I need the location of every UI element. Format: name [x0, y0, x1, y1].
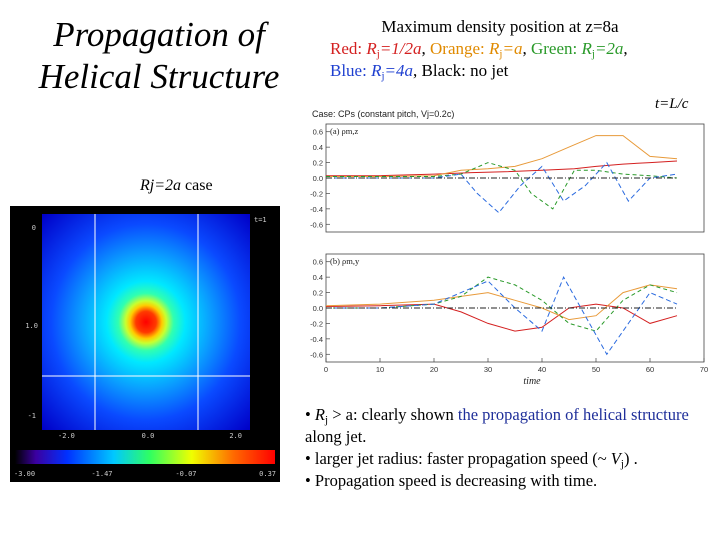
line-chart: Case: CPs (constant pitch, Vj=0.2c) 0.6 0…: [310, 109, 708, 386]
y-tick-label: -0.6: [310, 220, 323, 229]
y-tick-label: 0.0: [313, 174, 323, 183]
series-line: [326, 135, 678, 177]
x-tick-label: 70: [700, 365, 708, 374]
x-tick-label: 0: [324, 365, 328, 374]
x-tick-label: 0.0: [142, 432, 155, 440]
max-density-heading: Maximum density position at z=8a: [381, 17, 619, 36]
y-tick-label: -1: [28, 412, 36, 420]
time-corner-label: t=1: [254, 216, 267, 224]
y-tick-label: 0.0: [313, 304, 323, 313]
chart-caption: Case: CPs (constant pitch, Vj=0.2c): [312, 109, 454, 119]
case-label: Rj=2a case: [140, 177, 213, 194]
legend-description: Maximum density position at z=8a Red: Rj…: [330, 16, 720, 82]
time-label: t=L/c: [655, 96, 689, 112]
bullet-1: • Rj > a: clearly shown the propagation …: [305, 405, 689, 446]
x-tick-label: 40: [538, 365, 546, 374]
y-tick-label: -0.4: [310, 205, 323, 214]
title-line-2: Helical Structure: [38, 57, 280, 96]
series-line: [326, 162, 678, 210]
y-tick-label: 0.2: [313, 159, 323, 168]
y-tick-label: -0.6: [310, 350, 323, 359]
colorbar-tick: -3.00: [14, 470, 35, 478]
y-tick-label: -0.2: [310, 189, 323, 198]
panel-label: (a) ρm,z: [330, 126, 359, 136]
x-tick-label: 30: [484, 365, 492, 374]
slide-title: Propagation of Helical Structure: [0, 14, 318, 98]
x-tick-label: -2.0: [58, 432, 75, 440]
y-tick-label: 0.2: [313, 289, 323, 298]
series-line: [326, 160, 678, 177]
black-key: Black: no jet: [421, 61, 509, 80]
y-tick-label: 0.6: [313, 128, 323, 137]
series-line: [325, 284, 678, 321]
y-tick-label: 1.0: [25, 322, 38, 330]
bullet-3: • Propagation speed is decreasing with t…: [305, 471, 598, 490]
colorbar-tick: 0.37: [259, 470, 276, 478]
y-tick-label: -0.4: [310, 335, 323, 344]
y-tick-label: 0: [32, 224, 36, 232]
x-tick-label: 60: [646, 365, 654, 374]
panel-label: (b) ρm,y: [330, 256, 360, 266]
y-tick-label: 0.4: [313, 143, 323, 152]
bullet-2: • larger jet radius: faster propagation …: [305, 449, 638, 470]
colorbar-tick: -0.07: [175, 470, 196, 478]
x-tick-label: 2.0: [229, 432, 242, 440]
blue-key: Blue: Rj=4a: [330, 61, 414, 82]
title-line-1: Propagation of: [53, 15, 265, 54]
color-key-line-1: Red: Rj=1/2a, Orange: Rj=a, Green: Rj=2a…: [330, 39, 628, 60]
red-key: Red: Rj=1/2a: [330, 39, 422, 60]
orange-key: Orange: Rj=a: [430, 39, 523, 60]
x-tick-label: 20: [430, 365, 438, 374]
bullet-list: • Rj > a: clearly shown the propagation …: [305, 404, 715, 492]
green-key: Green: Rj=2a: [530, 39, 624, 60]
series-line: [326, 275, 678, 356]
x-axis-label: time: [523, 376, 541, 386]
x-tick-label: 50: [592, 365, 600, 374]
y-tick-label: 0.6: [313, 258, 323, 267]
colorbar: [15, 450, 275, 464]
y-tick-label: 0.4: [313, 273, 323, 282]
density-field: [42, 214, 250, 430]
series-line: [326, 161, 678, 214]
y-tick-label: -0.2: [310, 319, 323, 328]
colorbar-tick: -1.47: [91, 470, 112, 478]
density-heatmap: t=1 0 1.0 -1 -2.0 0.0 2.0 -3.00 -1.47 -0…: [10, 206, 280, 482]
color-key-line-2: Blue: Rj=4a, Black: no jet: [330, 61, 509, 82]
x-tick-label: 10: [376, 365, 384, 374]
